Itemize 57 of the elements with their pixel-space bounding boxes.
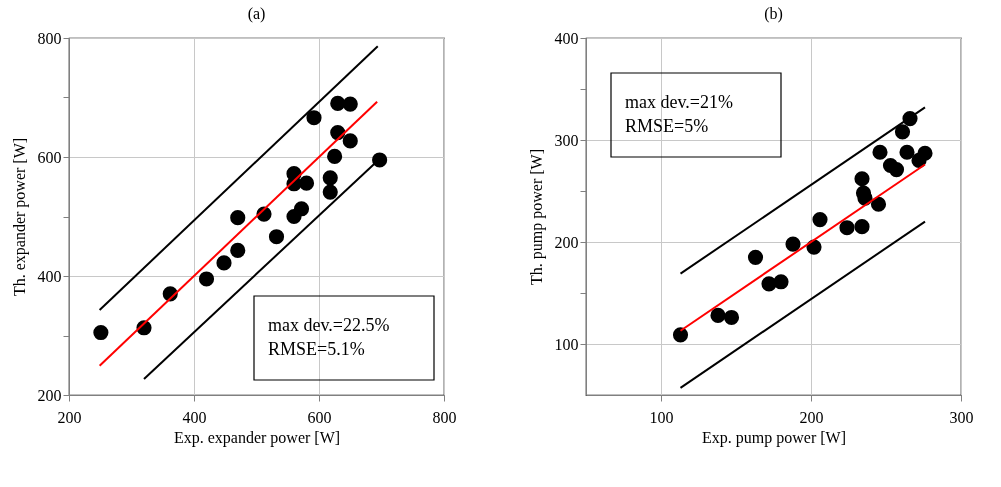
y-tick-label: 100 xyxy=(554,335,579,353)
y-tick-label: 800 xyxy=(37,29,62,47)
point xyxy=(198,271,215,287)
point xyxy=(372,152,388,168)
x-tick-label: 200 xyxy=(799,408,824,426)
point xyxy=(293,201,310,217)
point xyxy=(298,175,315,191)
x-tick-label: 100 xyxy=(649,408,674,426)
point xyxy=(773,274,789,290)
y-tick-label: 600 xyxy=(37,148,62,166)
annotation: max dev.=21% xyxy=(625,92,733,112)
point xyxy=(330,95,346,112)
annotation: RMSE=5.1% xyxy=(268,339,365,359)
x-tick-label: 200 xyxy=(57,408,82,426)
point xyxy=(93,324,109,341)
point xyxy=(342,133,358,149)
y-axis-title: Th. expander power [W] xyxy=(10,137,29,297)
x-tick-label: 300 xyxy=(949,408,974,426)
point xyxy=(747,249,764,265)
x-tick-label: 400 xyxy=(182,408,207,426)
y-tick-label: 400 xyxy=(554,29,579,47)
point xyxy=(894,124,911,140)
point xyxy=(672,327,689,343)
point xyxy=(327,148,343,164)
point xyxy=(710,307,726,324)
x-axis-title: Exp. pump power [W] xyxy=(702,428,846,447)
point xyxy=(230,210,246,226)
point xyxy=(854,219,870,235)
point xyxy=(888,162,905,178)
point xyxy=(723,309,740,326)
x-tick-label: 800 xyxy=(432,408,457,426)
annotation: RMSE=5% xyxy=(625,116,709,136)
point xyxy=(872,144,888,160)
annotation: max dev.=22.5% xyxy=(268,315,390,335)
point xyxy=(322,170,338,186)
y-axis-title: Th. pump power [W] xyxy=(527,149,546,285)
point xyxy=(322,184,338,200)
point xyxy=(870,196,887,212)
point xyxy=(785,236,801,252)
point xyxy=(230,242,246,258)
y-tick-label: 400 xyxy=(37,267,62,285)
y-tick-label: 200 xyxy=(554,233,579,251)
chart-title: (a) xyxy=(247,5,266,23)
point xyxy=(306,110,322,126)
y-tick-label: 300 xyxy=(554,131,579,149)
x-tick-label: 600 xyxy=(307,408,332,426)
point xyxy=(899,144,915,160)
point xyxy=(812,211,828,228)
point xyxy=(854,171,870,187)
point xyxy=(268,229,285,245)
point xyxy=(917,145,933,161)
x-axis-title: Exp. expander power [W] xyxy=(173,428,341,447)
point xyxy=(216,255,232,271)
point xyxy=(342,96,358,112)
chart-title: (b) xyxy=(764,5,783,23)
y-tick-label: 200 xyxy=(37,386,62,404)
point xyxy=(839,220,855,236)
